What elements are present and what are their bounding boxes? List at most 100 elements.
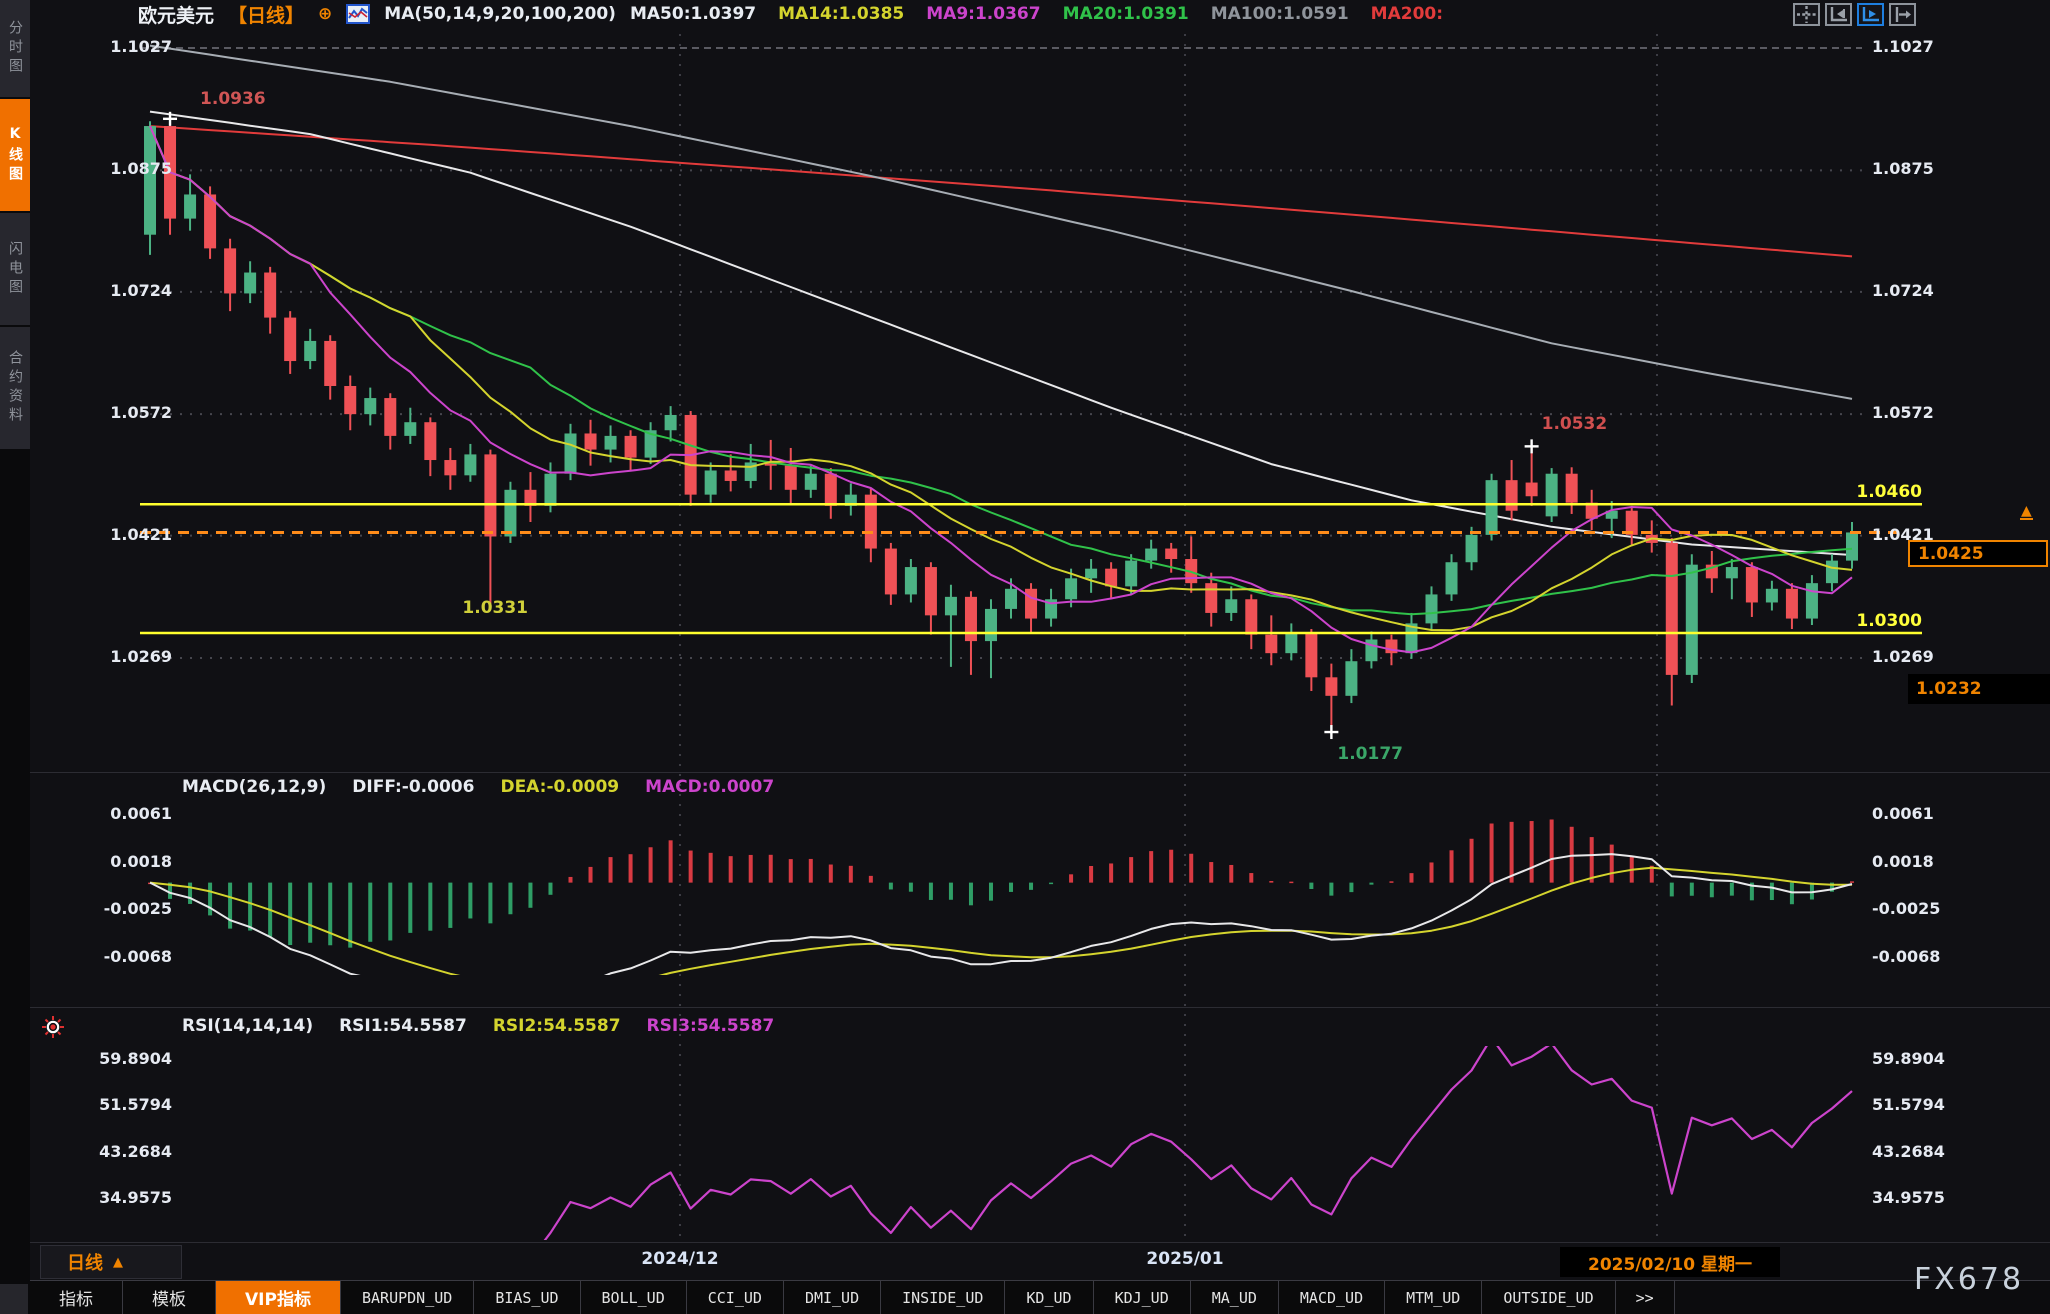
rsi-axis-left-2: 43.2684 — [99, 1141, 172, 1161]
axis-play-button[interactable] — [1857, 3, 1884, 26]
circle-plus-icon[interactable]: ⊕ — [318, 4, 333, 24]
rsi-title: RSI(14,14,14) — [182, 1016, 314, 1036]
toolbar-tab-kdj-ud[interactable]: KDJ_UD — [1093, 1281, 1191, 1314]
price-axis-right-1.1027: 1.1027 — [1872, 37, 1934, 56]
ma-value-2: MA14:1.0385 — [778, 4, 905, 24]
price-axis-left-1.0572: 1.0572 — [110, 403, 172, 423]
toolbar-tab-vip-[interactable]: VIP指标 — [216, 1281, 341, 1314]
macd-value-2: DEA:-0.0009 — [500, 777, 620, 797]
price-axis-left-1.0875: 1.0875 — [110, 159, 172, 179]
rsi-value-1: RSI1:54.5587 — [339, 1016, 467, 1036]
toolbar-tab-kd-ud[interactable]: KD_UD — [1005, 1281, 1094, 1314]
price-axis-left-1.0269: 1.0269 — [110, 647, 172, 666]
crosshair-tool-button[interactable] — [1793, 3, 1820, 26]
x-axis-label-2024/12: 2024/12 — [641, 1249, 719, 1269]
triangle-up-icon: ▲ — [113, 1254, 123, 1270]
chart-thumbnail-icon[interactable] — [346, 4, 371, 24]
sidebar-item-1[interactable]: 分时图 — [0, 0, 30, 97]
x-axis-label-2025/01: 2025/01 — [1146, 1249, 1224, 1269]
rsi-pane-header: RSI(14,14,14) RSI1:54.5587 RSI2:54.5587 RS… — [182, 1016, 774, 1036]
ma-values: MA50:1.0397 MA14:1.0385 MA9:1.0367 MA20:1.0… — [630, 4, 1443, 24]
ma-value-4: MA20:1.0391 — [1062, 4, 1189, 24]
toolbar-tab-outside-ud[interactable]: OUTSIDE_UD — [1482, 1281, 1616, 1314]
ma-value-5: MA100:1.0591 — [1210, 4, 1349, 24]
macd-axis-left-1: 0.0018 — [110, 851, 172, 871]
price-axis-right-1.0724: 1.0724 — [1872, 280, 1934, 300]
pane-separator — [30, 1007, 2050, 1008]
macd-axis-left-0: 0.0061 — [110, 804, 172, 823]
annotation-1.0331: 1.0331 — [462, 598, 529, 619]
axis-right-button[interactable] — [1889, 3, 1916, 26]
toolbar-tab-ma-ud[interactable]: MA_UD — [1190, 1281, 1279, 1314]
pane-separator — [30, 1242, 2050, 1243]
toolbar-tab--[interactable]: 指标 — [30, 1281, 123, 1314]
level-label-1.0300: 1.0300 — [1856, 611, 1922, 632]
target-icon[interactable] — [42, 1016, 64, 1042]
period-selector[interactable]: 日线 ▲ — [40, 1245, 182, 1279]
macd-value-1: DIFF:-0.0006 — [352, 777, 475, 797]
price-axis-left-1.0724: 1.0724 — [110, 280, 172, 300]
ma-value-3: MA9:1.0367 — [926, 4, 1041, 24]
toolbar-tab-macd-ud[interactable]: MACD_UD — [1278, 1281, 1386, 1314]
toolbar-filler — [1674, 1281, 2050, 1314]
toolbar-tab-boll-ud[interactable]: BOLL_UD — [580, 1281, 687, 1314]
rsi-axis-right-3: 34.9575 — [1872, 1187, 1945, 1207]
level-label-1.0460: 1.0460 — [1856, 482, 1922, 503]
toolbar-tab-bias-ud[interactable]: BIAS_UD — [474, 1281, 581, 1314]
annotation-1.0177: 1.0177 — [1337, 744, 1403, 765]
period-label: 日线 — [67, 1253, 103, 1274]
corner-square — [0, 1284, 28, 1314]
ma-params-label: MA(50,14,9,20,100,200) — [384, 4, 616, 24]
current-price-box: 1.0425 — [1908, 540, 2048, 567]
toolbar-tab-cci-ud[interactable]: CCI_UD — [686, 1281, 784, 1314]
rsi-axis-right-0: 59.8904 — [1872, 1049, 1945, 1068]
sidebar-item-3[interactable]: 闪电图 — [0, 213, 30, 325]
price-axis-right-1.0269: 1.0269 — [1872, 647, 1934, 666]
rsi-axis-left-1: 51.5794 — [99, 1095, 172, 1115]
annotation-1.0532: 1.0532 — [1541, 414, 1608, 435]
macd-axis-right-3: -0.0068 — [1872, 946, 1941, 966]
price-axis-left-1.0421: 1.0421 — [110, 524, 172, 544]
toolbar-tab-barupdn-ud[interactable]: BARUPDN_UD — [341, 1281, 475, 1314]
macd-axis-right-0: 0.0061 — [1872, 804, 1934, 823]
header-icon-buttons — [1793, 3, 1916, 26]
toolbar-tab--[interactable]: 模板 — [123, 1281, 216, 1314]
rsi-axis-left-3: 34.9575 — [99, 1187, 172, 1207]
macd-axis-right-2: -0.0025 — [1872, 899, 1941, 919]
chart-type-sidebar: 分时图 K线图 闪电图 合约资料 — [0, 0, 30, 1314]
macd-pane-header: MACD(26,12,9) DIFF:-0.0006 DEA:-0.0009 MAC… — [182, 777, 774, 797]
ma-value-1: MA50:1.0397 — [629, 4, 757, 24]
cursor-date-label: 2025/02/10 星期一 — [1560, 1247, 1780, 1277]
price-axis-right-1.0572: 1.0572 — [1872, 403, 1934, 423]
sidebar-item-4[interactable]: 合约资料 — [0, 327, 30, 449]
toolbar-tab--[interactable]: >> — [1615, 1281, 1675, 1314]
macd-values: DIFF:-0.0006 DEA:-0.0009 MACD:0.0007 — [352, 777, 774, 797]
toolbar-tab-dmi-ud[interactable]: DMI_UD — [783, 1281, 882, 1314]
rsi-value-2: RSI2:54.5587 — [492, 1016, 621, 1036]
macd-axis-left-2: -0.0025 — [103, 899, 172, 919]
axis-left-button[interactable] — [1825, 3, 1852, 26]
toolbar-tab-mtm-ud[interactable]: MTM_UD — [1385, 1281, 1483, 1314]
brand-watermark: FX678 — [1914, 1262, 2025, 1297]
rsi-value-3: RSI3:54.5587 — [646, 1016, 775, 1036]
rsi-axis-right-2: 43.2684 — [1872, 1141, 1945, 1161]
annotation-1.0936: 1.0936 — [200, 88, 266, 109]
rsi-axis-right-1: 51.5794 — [1872, 1095, 1945, 1115]
macd-axis-right-1: 0.0018 — [1872, 851, 1934, 871]
indicator-toolbar: 指标 模板 VIP指标 BARUPDN_UD BIAS_UD BOLL_UD CCI_UD D… — [30, 1280, 2050, 1314]
period-badge: 【日线】 — [228, 4, 305, 27]
rsi-axis-left-0: 59.8904 — [99, 1049, 172, 1068]
pane-separator — [30, 772, 2050, 773]
price-up-arrow-icon: ▲ — [2020, 503, 2033, 520]
price-axis-left-1.1027: 1.1027 — [110, 37, 172, 56]
toolbar-tab-inside-ud[interactable]: INSIDE_UD — [881, 1281, 1006, 1314]
rsi-values: RSI1:54.5587 RSI2:54.5587 RSI3:54.5587 — [339, 1016, 774, 1036]
ma-value-6: MA200: — [1370, 4, 1444, 24]
price-axis-right-1.0421: 1.0421 — [1872, 524, 1934, 544]
sidebar-item-2[interactable]: K线图 — [0, 99, 30, 211]
price-axis-right-1.0875: 1.0875 — [1872, 159, 1934, 179]
symbol-name: 欧元美元 — [138, 4, 215, 27]
macd-title: MACD(26,12,9) — [182, 777, 327, 797]
